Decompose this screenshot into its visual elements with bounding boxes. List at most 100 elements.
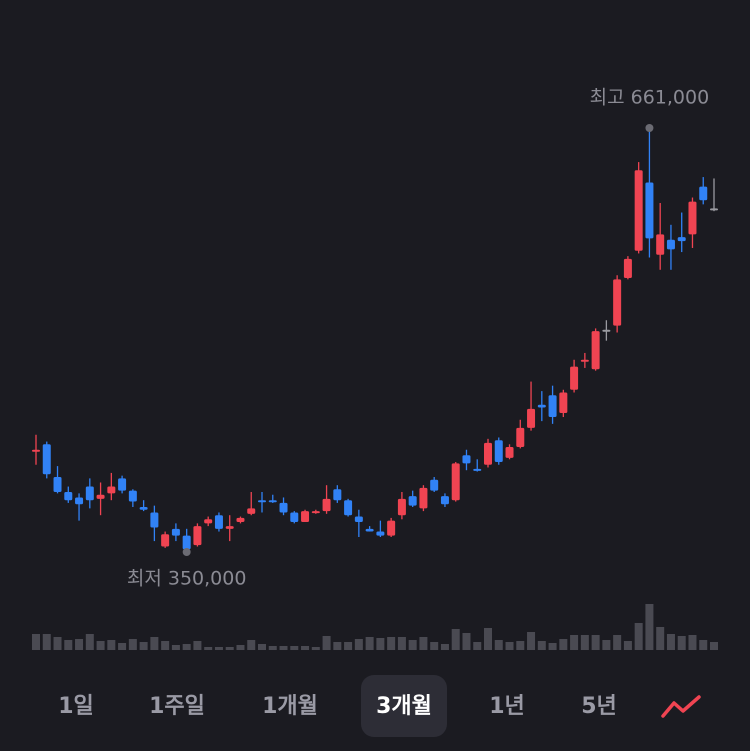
volume-bar bbox=[214, 647, 223, 650]
candle-body bbox=[365, 528, 374, 532]
candle-body bbox=[225, 526, 234, 529]
volume-bar bbox=[666, 634, 675, 650]
volume-bar bbox=[322, 636, 331, 650]
volume-bar bbox=[118, 643, 127, 650]
volume-bar bbox=[462, 633, 471, 650]
period-tab[interactable]: 3개월 bbox=[376, 694, 432, 719]
candle-body bbox=[290, 512, 299, 523]
volume-bar bbox=[171, 645, 180, 650]
volume-bar bbox=[85, 634, 94, 650]
candle-body bbox=[473, 468, 482, 471]
candle-body bbox=[688, 201, 697, 235]
candle-body bbox=[171, 528, 180, 536]
candle-body bbox=[505, 447, 514, 458]
volume-bar bbox=[193, 641, 202, 650]
volume-bar bbox=[75, 639, 84, 650]
volume-bar bbox=[505, 642, 514, 650]
volume-bar bbox=[225, 647, 234, 650]
candle-body bbox=[107, 486, 116, 494]
candle-body bbox=[247, 508, 256, 514]
candle-body bbox=[666, 239, 675, 250]
volume-bar bbox=[623, 641, 632, 650]
period-tab[interactable]: 1년 bbox=[489, 694, 525, 719]
period-tab[interactable]: 1개월 bbox=[262, 694, 318, 719]
volume-bar bbox=[591, 635, 600, 650]
candle-body bbox=[64, 492, 73, 501]
candle-body bbox=[451, 463, 460, 501]
candle-body bbox=[214, 515, 223, 529]
volume-bar bbox=[440, 644, 449, 650]
candle-body bbox=[559, 392, 568, 413]
candle-body bbox=[75, 497, 84, 505]
volume-bar bbox=[204, 647, 213, 650]
line-chart-toggle[interactable] bbox=[661, 695, 701, 718]
volume-bar bbox=[645, 604, 654, 650]
volume-bar bbox=[710, 642, 718, 650]
period-tab[interactable]: 1일 bbox=[58, 694, 94, 719]
candle-body bbox=[527, 408, 536, 428]
volume-bar bbox=[527, 632, 536, 650]
volume-bar bbox=[161, 641, 170, 650]
candle-body bbox=[591, 331, 600, 370]
volume-bar bbox=[537, 641, 546, 650]
volume-bar bbox=[688, 635, 697, 650]
candle-body bbox=[354, 516, 363, 523]
extreme-marker bbox=[645, 124, 654, 132]
candle-body bbox=[236, 517, 245, 523]
candle-body bbox=[344, 500, 353, 516]
volume-bar bbox=[430, 642, 439, 650]
tab-selected-bg bbox=[361, 675, 447, 737]
volume-bar bbox=[96, 641, 105, 650]
candle-body bbox=[656, 234, 665, 255]
candle-body bbox=[193, 526, 202, 546]
volume-bar bbox=[570, 635, 579, 650]
volume-bar bbox=[268, 646, 277, 650]
volume-bar bbox=[397, 637, 406, 650]
volume-bar bbox=[354, 639, 363, 650]
candle-body bbox=[570, 366, 579, 390]
candle-body bbox=[85, 486, 94, 501]
candle-body bbox=[42, 444, 51, 475]
volume-bar bbox=[451, 629, 460, 650]
volume-bar bbox=[365, 637, 374, 650]
volume-bar bbox=[548, 643, 557, 650]
extreme-label: 최저 350,000 bbox=[127, 568, 247, 590]
volume-bar bbox=[408, 640, 417, 650]
volume-bar bbox=[182, 644, 191, 650]
period-tab[interactable]: 1주일 bbox=[149, 694, 205, 719]
volume-bar bbox=[311, 647, 320, 650]
volume-bar bbox=[602, 640, 611, 650]
volume-bar bbox=[419, 637, 428, 650]
candle-body bbox=[516, 427, 525, 448]
candle-body bbox=[301, 511, 310, 523]
candle-body bbox=[204, 519, 213, 524]
candle-body bbox=[494, 440, 503, 463]
candle-body bbox=[32, 449, 40, 452]
candle-body bbox=[484, 442, 492, 465]
candle-body bbox=[419, 487, 428, 509]
candle-body bbox=[613, 279, 622, 326]
candle-body bbox=[430, 479, 439, 491]
volume-bar bbox=[699, 640, 708, 650]
volume-bar bbox=[559, 639, 568, 650]
volume-bar bbox=[236, 645, 245, 650]
candle-body bbox=[322, 498, 331, 512]
candle-body bbox=[634, 170, 643, 251]
candle-body bbox=[376, 531, 385, 536]
volume-bar bbox=[290, 646, 299, 650]
volume-bar bbox=[258, 644, 266, 650]
candle-body bbox=[397, 498, 406, 516]
volume-bar bbox=[42, 634, 51, 650]
volume-bar bbox=[301, 646, 310, 650]
candle-body bbox=[96, 494, 105, 499]
candle-body bbox=[150, 512, 159, 528]
candle-body bbox=[311, 511, 320, 514]
candle-body bbox=[53, 477, 62, 493]
volume-bar bbox=[64, 640, 73, 650]
candle-body bbox=[548, 395, 557, 418]
candle-body bbox=[161, 534, 170, 547]
volume-bar bbox=[376, 638, 385, 650]
period-tab[interactable]: 5년 bbox=[581, 694, 617, 719]
candle-body bbox=[440, 496, 449, 505]
